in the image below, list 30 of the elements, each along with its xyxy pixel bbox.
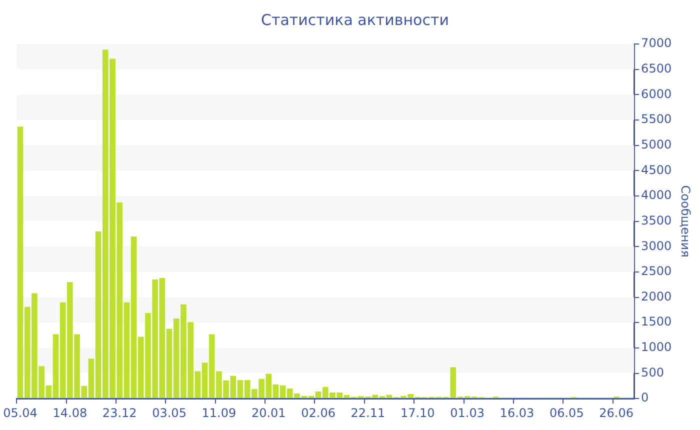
y-tick-label: 3000 (641, 238, 672, 253)
y-tick-label: 6500 (641, 61, 672, 76)
y-tick-label: 500 (641, 365, 664, 380)
y-axis-title: Сообщения (678, 185, 693, 258)
x-tick-label: 26.06 (599, 406, 634, 420)
y-tick-label: 0 (641, 390, 649, 405)
x-tick-label: 11.09 (202, 406, 236, 420)
y-tick-label: 2000 (641, 289, 672, 304)
x-tick-label: 23.12 (102, 406, 137, 420)
x-tick-label: 16.03 (500, 406, 534, 420)
x-tick-label: 01.03 (450, 406, 484, 420)
x-tick-label: 02.06 (301, 406, 336, 420)
y-tick-label: 3500 (641, 213, 672, 228)
y-tick-label: 1000 (641, 340, 672, 354)
y-tick-label: 2500 (641, 264, 672, 278)
x-tick-label: 14.08 (52, 406, 88, 420)
x-tick-label: 17.10 (400, 406, 435, 420)
x-tick-label: 22.11 (350, 406, 386, 420)
x-tick-label: 03.05 (152, 406, 186, 420)
y-tick-label: 4500 (641, 162, 672, 177)
x-tick-label: 20.01 (251, 406, 286, 420)
y-tick-label: 6000 (641, 86, 672, 101)
y-tick-label: 4000 (641, 188, 672, 202)
x-tick-label: 05.04 (3, 406, 38, 420)
y-tick-label: 7000 (641, 36, 672, 50)
y-tick-label: 1500 (641, 314, 672, 329)
y-tick-label: 5500 (641, 112, 672, 126)
y-tick-label: 5000 (641, 137, 672, 152)
chart-title: Статистика активности (261, 10, 449, 29)
x-tick-label: 06.05 (549, 406, 584, 420)
